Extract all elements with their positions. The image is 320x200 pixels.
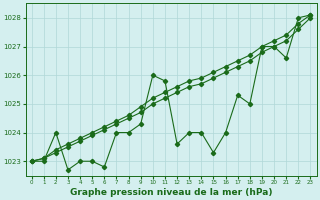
X-axis label: Graphe pression niveau de la mer (hPa): Graphe pression niveau de la mer (hPa) (70, 188, 272, 197)
